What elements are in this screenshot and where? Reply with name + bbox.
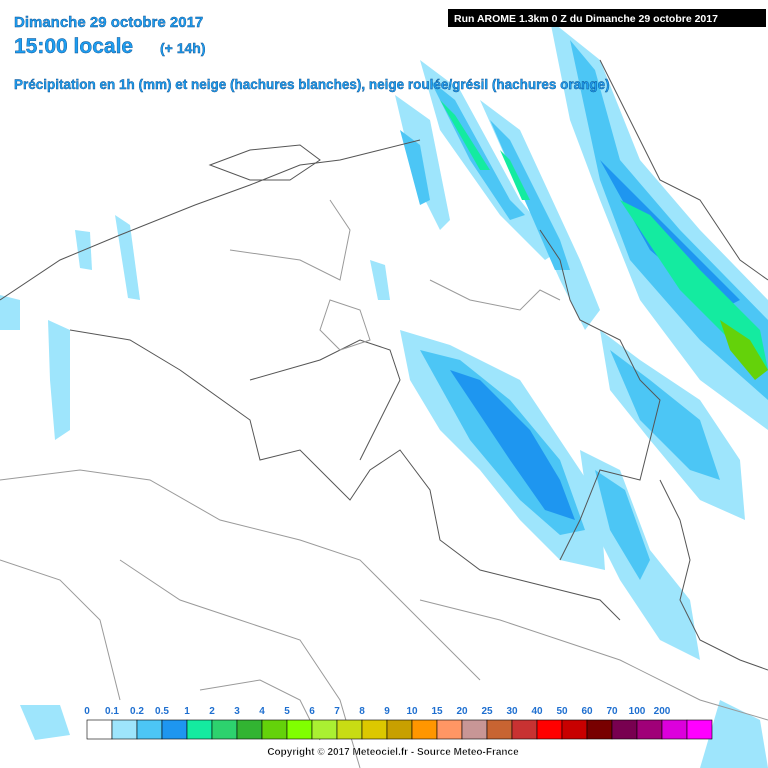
legend-label: 0.1 xyxy=(105,706,119,717)
legend-label: 60 xyxy=(581,706,593,717)
legend-swatch xyxy=(536,719,563,740)
offset: (+ 14h) xyxy=(160,40,206,56)
legend-swatch xyxy=(286,719,313,740)
legend-swatch xyxy=(636,719,663,740)
legend-swatch xyxy=(111,719,138,740)
time: 15:00 locale xyxy=(14,35,133,58)
legend-swatch xyxy=(136,719,163,740)
borders xyxy=(0,59,768,768)
legend-label: 0 xyxy=(84,706,90,717)
legend-swatch xyxy=(686,719,713,740)
legend-swatch xyxy=(461,719,488,740)
legend-label: 2 xyxy=(209,706,215,717)
legend-label: 40 xyxy=(531,706,543,717)
legend-swatch xyxy=(436,719,463,740)
legend-label: 50 xyxy=(556,706,568,717)
legend-swatch xyxy=(311,719,338,740)
run-box xyxy=(448,9,766,27)
date: Dimanche 29 octobre 2017 xyxy=(14,14,203,31)
legend-label: 8 xyxy=(359,706,365,717)
legend-swatch xyxy=(511,719,538,740)
legend-label: 30 xyxy=(506,706,518,717)
legend-swatch xyxy=(211,719,238,740)
legend-swatch xyxy=(386,719,413,740)
legend-swatch xyxy=(86,719,113,740)
legend-swatch xyxy=(611,719,638,740)
legend-label: 6 xyxy=(309,706,315,717)
legend-label: 3 xyxy=(234,706,240,717)
legend-label: 9 xyxy=(384,706,390,717)
legend-label: 200 xyxy=(654,706,671,717)
legend-swatch xyxy=(236,719,263,740)
legend-swatch xyxy=(486,719,513,740)
subtitle: Précipitation en 1h (mm) et neige (hachu… xyxy=(14,77,610,92)
legend-label: 25 xyxy=(481,706,493,717)
run: Run AROME 1.3km 0 Z du Dimanche 29 octob… xyxy=(454,13,718,25)
legend-label: 0.2 xyxy=(130,706,144,717)
legend-label: 10 xyxy=(406,706,418,717)
legend-swatch xyxy=(561,719,588,740)
legend-swatch xyxy=(411,719,438,740)
legend: 0 0.1 0.2 0.5 1 2 3 4 5 6 7 8 9 10 15 20 25 30 40 50 60 70 100… xyxy=(84,706,713,740)
legend-label: 7 xyxy=(334,706,340,717)
legend-label: 100 xyxy=(629,706,646,717)
legend-swatch xyxy=(161,719,188,740)
precipitation xyxy=(0,20,768,768)
legend-label: 20 xyxy=(456,706,468,717)
legend-label: 1 xyxy=(184,706,190,717)
legend-swatch xyxy=(336,719,363,740)
legend-swatch xyxy=(586,719,613,740)
legend-label: 15 xyxy=(431,706,443,717)
legend-label: 70 xyxy=(606,706,618,717)
legend-swatch xyxy=(261,719,288,740)
legend-label: 5 xyxy=(284,706,290,717)
legend-swatch xyxy=(361,719,388,740)
copyright: Copyright © 2017 Meteociel.fr - Source M… xyxy=(267,747,519,758)
legend-swatch xyxy=(186,719,213,740)
legend-label: 0.5 xyxy=(155,706,169,717)
legend-label: 4 xyxy=(259,706,265,717)
legend-swatch xyxy=(661,719,688,740)
